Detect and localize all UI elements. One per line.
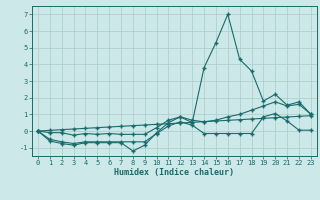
X-axis label: Humidex (Indice chaleur): Humidex (Indice chaleur) [115,168,234,177]
